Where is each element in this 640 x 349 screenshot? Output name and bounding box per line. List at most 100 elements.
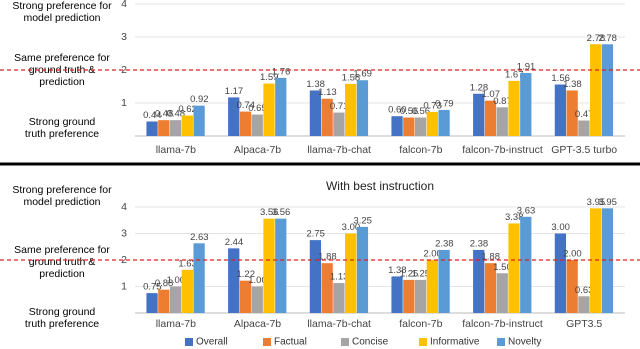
- bar: [251, 286, 263, 313]
- value-label: 0.65: [248, 103, 267, 114]
- value-label: 0.88: [155, 278, 174, 289]
- bar: [333, 283, 345, 313]
- x-tick-label: Alpaca-7b: [234, 144, 281, 156]
- bar: [356, 80, 369, 136]
- value-label: 1.38: [306, 79, 325, 90]
- bar: [590, 44, 602, 137]
- value-label: 1.58: [342, 72, 361, 83]
- legend-swatch: [419, 338, 427, 346]
- value-label: 0.92: [190, 94, 209, 105]
- bar: [414, 117, 427, 136]
- x-tick-label: llama-7b-chat: [307, 318, 371, 330]
- annotation: Same preference for: [14, 52, 110, 64]
- value-label: 0.73: [423, 100, 442, 111]
- value-label: 0.62: [178, 104, 197, 115]
- x-tick-label: falcon-7b-instruct: [462, 318, 543, 330]
- bar: [601, 44, 614, 137]
- value-label: 1.07: [481, 89, 500, 100]
- annotation: Strong ground: [29, 306, 96, 318]
- value-label: 2.00: [563, 249, 582, 260]
- bar: [438, 249, 450, 313]
- bar: [473, 93, 485, 136]
- legend-swatch: [263, 338, 271, 346]
- chart-title: With best instruction: [326, 179, 434, 193]
- value-label: 1.17: [225, 86, 244, 97]
- value-label: 1.56: [551, 73, 570, 84]
- bar: [193, 243, 205, 313]
- bar: [356, 226, 369, 313]
- bar: [520, 72, 532, 136]
- bar: [473, 249, 485, 313]
- value-label: 0.44: [143, 110, 162, 121]
- annotation: Strong preference for: [12, 184, 112, 196]
- value-label: 1.88: [318, 252, 337, 263]
- annotation: Same preference for: [14, 244, 110, 256]
- bar: [403, 279, 415, 313]
- bar: [321, 263, 333, 313]
- value-label: 1.00: [167, 275, 186, 286]
- y-tick-label: 3: [121, 227, 127, 239]
- bar: [146, 121, 158, 136]
- bar: [484, 100, 497, 136]
- value-label: 1.76: [272, 66, 291, 77]
- y-tick-label: 4: [121, 201, 127, 213]
- legend-label: Factual: [274, 337, 307, 348]
- bar: [158, 289, 170, 313]
- value-label: 0.79: [435, 98, 454, 109]
- value-label: 0.71: [330, 101, 349, 112]
- value-label: 1.25: [400, 268, 419, 279]
- x-tick-label: Alpaca-7b: [234, 318, 281, 330]
- bar: [426, 111, 438, 136]
- value-label: 2.63: [190, 232, 209, 243]
- value-label: 1.67: [505, 69, 524, 80]
- value-label: 3.56: [272, 207, 291, 218]
- x-tick-label: llama-7b-chat: [307, 144, 371, 156]
- bar: [309, 90, 322, 136]
- value-label: 0.60: [388, 105, 407, 116]
- value-label: 2.78: [598, 33, 617, 44]
- bar: [601, 208, 614, 313]
- value-label: 0.47: [575, 109, 594, 120]
- value-label: 3.63: [517, 205, 536, 216]
- value-label: 2.78: [587, 33, 606, 44]
- value-label: 0.48: [155, 109, 174, 120]
- annotation: model prediction: [23, 12, 100, 24]
- bar: [321, 98, 333, 136]
- value-label: 1.28: [470, 82, 489, 93]
- value-label: 1.88: [481, 252, 500, 263]
- x-tick-label: falcon-7b: [399, 144, 442, 156]
- value-label: 0.87: [493, 96, 512, 107]
- bar: [403, 117, 415, 136]
- x-tick-label: GPT-3.5 turbo: [551, 144, 617, 156]
- bar: [181, 115, 193, 136]
- bar: [391, 116, 403, 136]
- y-tick-label: 1: [121, 280, 127, 292]
- bar: [239, 280, 252, 313]
- bar: [508, 223, 520, 313]
- value-label: 1.63: [178, 258, 197, 269]
- bar: [508, 80, 520, 136]
- legend-swatch: [185, 338, 193, 346]
- bar: [193, 105, 205, 136]
- value-label: 2.00: [423, 249, 442, 260]
- x-tick-label: GPT3.5: [566, 318, 602, 330]
- bar: [590, 208, 602, 313]
- value-label: 3.38: [505, 212, 524, 223]
- value-label: 1.22: [236, 269, 255, 280]
- bar: [426, 260, 438, 313]
- legend-swatch: [341, 338, 349, 346]
- value-label: 1.00: [248, 275, 267, 286]
- value-label: 3.00: [551, 222, 570, 233]
- bar: [438, 109, 450, 136]
- y-tick-label: 1: [121, 97, 127, 109]
- bar: [251, 114, 263, 136]
- x-tick-label: falcon-7b: [399, 318, 442, 330]
- bar: [566, 90, 578, 136]
- bar: [578, 120, 590, 136]
- value-label: 3.95: [587, 197, 606, 208]
- annotation: truth preference: [25, 318, 99, 330]
- bar: [275, 218, 287, 313]
- bar: [263, 83, 275, 136]
- value-label: 0.63: [575, 285, 594, 296]
- bar: [228, 97, 240, 136]
